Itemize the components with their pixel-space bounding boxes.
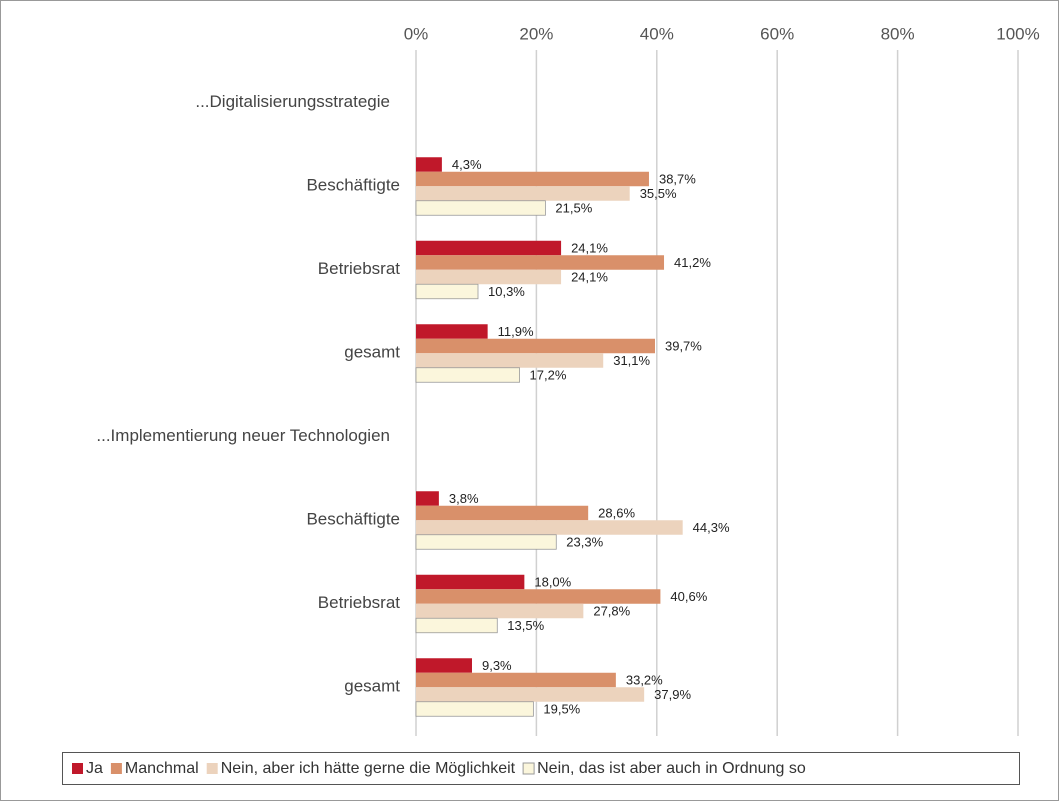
bar bbox=[416, 186, 630, 201]
category-label: gesamt bbox=[344, 677, 400, 696]
data-label: 37,9% bbox=[654, 687, 691, 702]
legend-label: Manchmal bbox=[125, 760, 199, 777]
data-label: 9,3% bbox=[482, 658, 512, 673]
data-label: 19,5% bbox=[543, 701, 580, 716]
bar bbox=[416, 687, 645, 702]
data-label: 17,2% bbox=[530, 367, 567, 382]
data-label: 35,5% bbox=[640, 186, 677, 201]
data-label: 33,2% bbox=[626, 672, 663, 687]
x-tick-label: 100% bbox=[996, 24, 1039, 43]
bar bbox=[416, 574, 525, 590]
category-label: ...Implementierung neuer Technologien bbox=[96, 426, 390, 445]
bar bbox=[416, 171, 649, 187]
bar bbox=[415, 367, 520, 383]
data-label: 39,7% bbox=[665, 338, 702, 353]
bar bbox=[415, 701, 534, 717]
data-label: 28,6% bbox=[598, 505, 635, 520]
data-label: 4,3% bbox=[452, 157, 482, 172]
bar bbox=[416, 338, 655, 354]
legend-box bbox=[62, 752, 1020, 785]
bar bbox=[416, 157, 442, 172]
data-label: 3,8% bbox=[449, 491, 479, 506]
bar bbox=[415, 283, 479, 300]
category-label: Betriebsrat bbox=[318, 259, 400, 278]
data-label: 23,3% bbox=[566, 534, 603, 549]
x-tick-label: 60% bbox=[760, 24, 794, 43]
data-label: 31,1% bbox=[613, 353, 650, 368]
legend-swatch bbox=[72, 763, 83, 774]
x-tick-label: 20% bbox=[519, 24, 553, 43]
data-label: 24,1% bbox=[571, 240, 608, 255]
data-label: 13,5% bbox=[507, 618, 544, 633]
legend-label: Ja bbox=[86, 760, 103, 777]
data-label: 38,7% bbox=[659, 171, 696, 186]
x-tick-label: 40% bbox=[640, 24, 674, 43]
category-label: Beschäftigte bbox=[306, 510, 400, 529]
category-label: ...Digitalisierungsstrategie bbox=[195, 92, 390, 111]
category-label: gesamt bbox=[344, 343, 400, 362]
data-label: 21,5% bbox=[555, 200, 592, 215]
bar bbox=[415, 534, 557, 550]
bar bbox=[416, 255, 665, 270]
data-label: 44,3% bbox=[693, 520, 730, 535]
bar bbox=[416, 269, 562, 285]
data-label: 18,0% bbox=[534, 574, 571, 589]
bar bbox=[416, 520, 683, 535]
data-label: 41,2% bbox=[674, 255, 711, 270]
data-label: 40,6% bbox=[670, 589, 707, 604]
bar bbox=[415, 200, 546, 216]
legend-swatch bbox=[522, 762, 535, 775]
data-label: 11,9% bbox=[498, 324, 534, 339]
legend-label: Nein, das ist aber auch in Ordnung so bbox=[537, 760, 806, 777]
data-label: 24,1% bbox=[571, 269, 608, 284]
x-tick-label: 80% bbox=[881, 24, 915, 43]
bar bbox=[416, 240, 562, 256]
bar bbox=[416, 603, 584, 619]
x-tick-label: 0% bbox=[404, 24, 429, 43]
bar bbox=[416, 353, 604, 368]
data-label: 10,3% bbox=[488, 284, 525, 299]
category-label: Betriebsrat bbox=[318, 593, 400, 612]
bar bbox=[416, 491, 439, 506]
bar bbox=[416, 589, 661, 604]
data-label: 27,8% bbox=[593, 603, 630, 618]
bar bbox=[416, 505, 589, 521]
legend-swatch bbox=[206, 763, 218, 774]
bar bbox=[416, 324, 488, 339]
category-label: Beschäftigte bbox=[306, 176, 400, 195]
bar bbox=[416, 672, 616, 688]
legend-label: Nein, aber ich hätte gerne die Möglichke… bbox=[221, 760, 516, 777]
legend-swatch bbox=[110, 763, 122, 774]
bar bbox=[416, 658, 472, 673]
bar bbox=[415, 617, 498, 634]
